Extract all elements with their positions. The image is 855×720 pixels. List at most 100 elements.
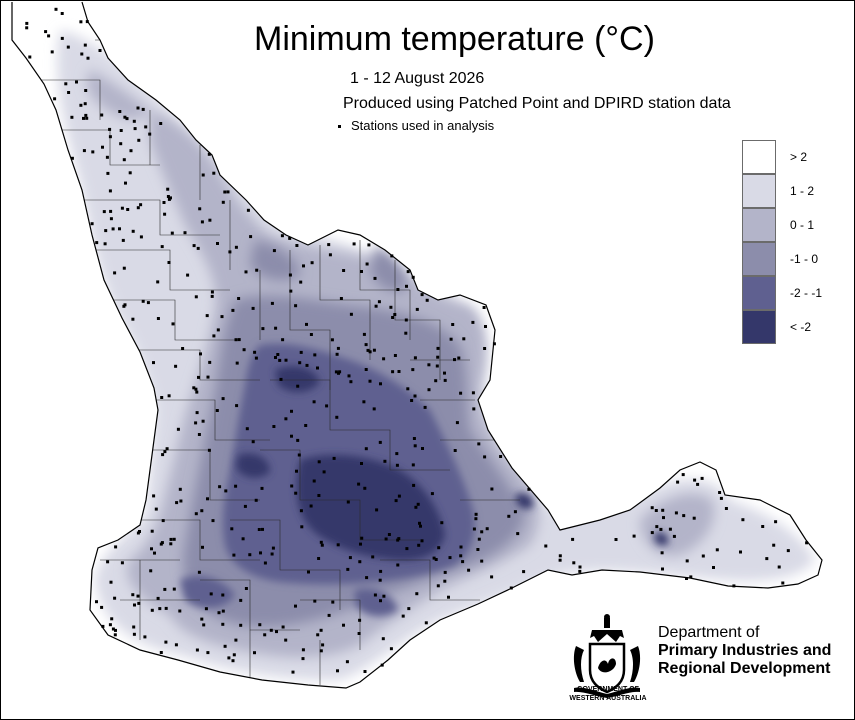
station-dot (390, 254, 394, 258)
station-dot (317, 460, 321, 464)
station-dot (301, 648, 305, 652)
station-dot (375, 508, 379, 512)
station-dot (276, 353, 280, 356)
station-dot (294, 604, 297, 608)
station-dot (425, 298, 429, 302)
station-dot (419, 524, 422, 528)
station-dot (217, 611, 221, 615)
legend-swatch (742, 140, 776, 174)
station-dot (138, 530, 141, 533)
station-dot (395, 452, 399, 456)
station-dot (319, 540, 323, 544)
station-dot (427, 363, 431, 367)
station-dot (313, 599, 317, 603)
station-dot (121, 238, 125, 242)
station-dot (558, 554, 562, 558)
station-dot (98, 49, 102, 52)
station-dot (152, 361, 155, 365)
station-dot (150, 547, 153, 551)
station-dot (113, 271, 117, 275)
station-dot (207, 448, 211, 452)
station-dot (160, 245, 164, 249)
station-dot (106, 560, 110, 564)
station-dot (393, 313, 397, 316)
band-below-minus2 (236, 366, 669, 561)
station-dot (160, 396, 164, 399)
station-dot (415, 592, 419, 596)
station-dot (440, 521, 444, 525)
station-dot (401, 614, 405, 618)
station-dot (254, 498, 258, 502)
station-dot (114, 628, 117, 632)
station-dot (379, 599, 382, 603)
station-dot (378, 440, 382, 444)
station-dot (322, 470, 326, 474)
station-dot (194, 295, 198, 299)
station-dot (334, 370, 338, 374)
station-dot (235, 361, 239, 365)
legend-swatch (742, 208, 776, 242)
station-dot (397, 494, 401, 498)
station-dot (64, 82, 68, 86)
station-dot (380, 663, 384, 667)
station-dot (253, 651, 256, 655)
station-dot (103, 242, 107, 246)
station-dot (476, 548, 480, 551)
station-dot (436, 584, 440, 588)
station-dot (231, 308, 235, 312)
date-range: 1 - 12 August 2026 (350, 70, 485, 87)
station-dot (206, 651, 210, 655)
station-dot (360, 270, 363, 273)
station-dot (211, 519, 215, 523)
station-dot (47, 34, 51, 38)
legend-item: 0 - 1 (742, 208, 852, 242)
station-dot (405, 284, 408, 288)
coat-of-arms-icon (573, 614, 641, 698)
station-dot (128, 171, 132, 175)
legend-label: -1 - 0 (790, 252, 819, 266)
station-dot (424, 621, 428, 625)
station-dot (364, 343, 368, 347)
station-dot (522, 570, 526, 574)
station-dot (364, 447, 368, 451)
station-dot (483, 347, 487, 350)
station-dot (149, 569, 153, 573)
station-dot (228, 250, 232, 254)
station-dot (362, 332, 366, 336)
station-dot (195, 411, 199, 415)
station-dot (163, 212, 167, 216)
station-dot (387, 533, 391, 536)
station-dot (480, 559, 484, 563)
station-dot (682, 514, 686, 518)
station-dot (472, 407, 476, 411)
station-dot (279, 377, 283, 381)
station-dot (467, 568, 471, 572)
station-dot (95, 600, 98, 604)
station-dot (299, 280, 303, 284)
station-dot (143, 635, 147, 639)
station-dot (272, 425, 276, 428)
station-dot (335, 352, 339, 356)
map-title: Minimum temperature (°C) (254, 20, 655, 58)
station-dot (696, 482, 700, 486)
station-dot (163, 587, 167, 591)
station-dot (131, 317, 135, 321)
station-dot (449, 337, 453, 341)
station-dot (169, 537, 173, 541)
station-dot (765, 557, 769, 561)
station-dot (676, 480, 680, 484)
station-dot (471, 391, 475, 395)
station-dot (156, 317, 160, 320)
station-dot (777, 565, 781, 569)
station-dot (174, 364, 178, 368)
station-dot (662, 516, 665, 520)
station-dot (364, 368, 368, 371)
station-dot (119, 129, 123, 132)
station-dot (294, 491, 298, 495)
stations-key: Stations used in analysis (338, 118, 494, 133)
station-dot (335, 415, 339, 419)
station-dot (137, 601, 141, 605)
station-dot (170, 231, 174, 235)
station-dot (558, 558, 562, 562)
